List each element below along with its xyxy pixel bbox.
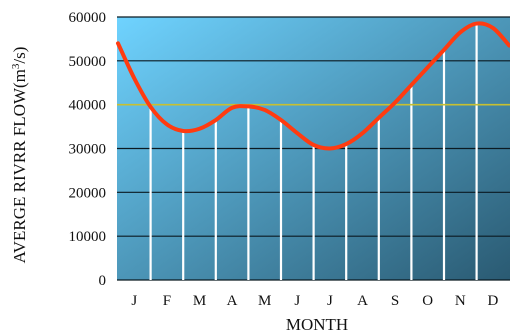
y-tick-label: 60000 — [69, 10, 107, 26]
x-axis-title: MONTH — [286, 315, 348, 333]
y-axis-title-superscript: 3 — [10, 63, 22, 69]
y-tick-labels: 0 10000 20000 30000 40000 50000 60000 — [69, 10, 107, 289]
y-tick-label: 30000 — [69, 142, 107, 158]
y-axis-title-suffix: /s) — [10, 47, 29, 64]
flow-line — [116, 21, 510, 151]
y-tick-label: 50000 — [69, 54, 107, 70]
y-tick-label: 20000 — [69, 185, 107, 201]
y-axis-title-prefix: AVERGE RIVRR FLOW(m — [10, 69, 29, 263]
y-tick-label: 10000 — [69, 229, 107, 245]
x-tick-label: M — [193, 293, 206, 309]
x-tick-label: J — [131, 293, 137, 309]
x-tick-label: A — [357, 293, 368, 309]
x-tick-label: J — [294, 293, 300, 309]
x-tick-label: F — [163, 293, 171, 309]
month-bars — [149, 23, 478, 280]
y-tick-label: 40000 — [69, 98, 107, 114]
x-tick-label: M — [258, 293, 271, 309]
x-tick-label: J — [327, 293, 333, 309]
x-tick-label: S — [391, 293, 399, 309]
y-tick-label: 0 — [99, 273, 107, 289]
x-tick-label: O — [422, 293, 433, 309]
x-tick-label: D — [487, 293, 498, 309]
y-axis-title: AVERGE RIVRR FLOW(m3/s) — [10, 47, 29, 264]
x-tick-label: A — [227, 293, 238, 309]
x-tick-label: N — [455, 293, 466, 309]
